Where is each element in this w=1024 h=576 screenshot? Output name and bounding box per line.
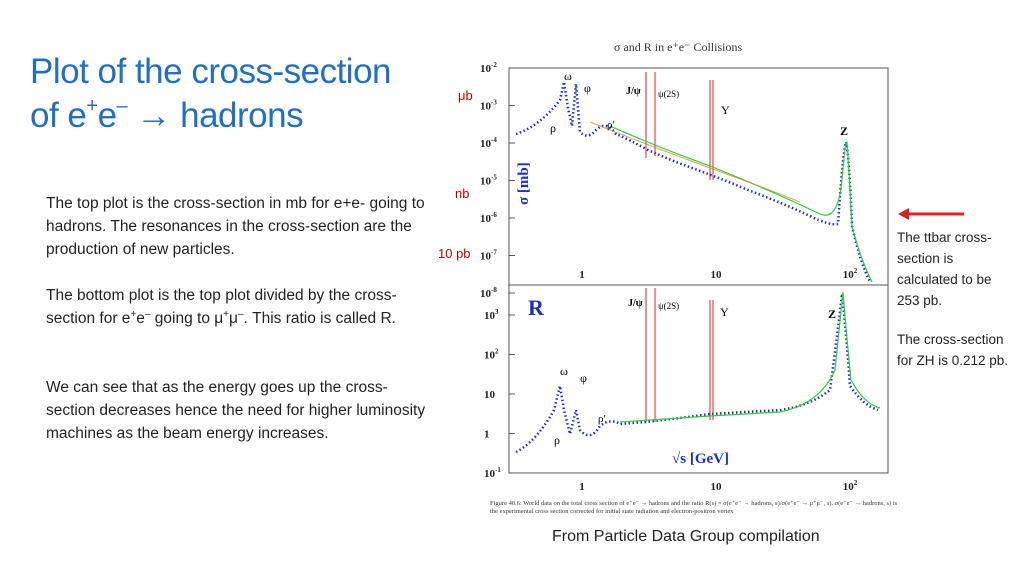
side-note-zh: The cross-section for ZH is 0.212 pb. (897, 332, 1009, 368)
label-omega: ω (564, 69, 572, 83)
figure-header: σ and R in e⁺e⁻ Collisions (614, 40, 742, 54)
label-upsilon: Υ (721, 103, 730, 117)
para-text: μ (229, 310, 238, 327)
annotation-nanobarn: nb (455, 186, 470, 201)
para-text: The bottom plot is the top plot divided … (46, 287, 397, 327)
label-rho: ρ (554, 433, 560, 447)
top-y-tick-label: 10-7 (480, 249, 497, 263)
bottom-x-tick-label: 1 (579, 481, 585, 493)
top-y-tick-label: 10-5 (480, 174, 497, 188)
top-y-tick-label: 10-8 (480, 286, 497, 300)
para-text: . This ratio is called R. (243, 310, 396, 327)
bottom-y-tick-label: 103 (484, 308, 499, 322)
bottom-x-tick-label: 10 (711, 481, 723, 493)
bottom-y-tick-label: 10 (484, 389, 496, 401)
left-arrow-icon (898, 208, 964, 220)
figure-footnote: Figure 40.6: World data on the total cro… (490, 500, 898, 515)
label-rho: ρ (550, 121, 556, 135)
bottom-y-tick-label: 1 (484, 429, 490, 441)
pdg-figure: σ and R in e⁺e⁻ Collisions 10-2 10-3 10-4 1… (480, 40, 898, 515)
bottom-y-tick-label: 10-1 (484, 466, 501, 480)
paragraph-energy: We can see that as the energy goes up th… (46, 379, 426, 442)
side-note-ttbar: The ttbar cross-section is calculated to… (897, 230, 992, 308)
xlabel: √s [GeV] (672, 451, 729, 467)
label-z: Z (840, 124, 848, 138)
figure-caption: From Particle Data Group compilation (552, 528, 820, 545)
para-text: going to μ (150, 310, 224, 327)
title-line-1: Plot of the cross-section (30, 52, 392, 91)
para-text: e (136, 310, 145, 327)
title-text: of e (30, 96, 87, 135)
bottom-y-tick-label: 102 (484, 348, 499, 362)
annotation-10pb: 10 pb (438, 246, 471, 261)
top-plot-frame (508, 67, 889, 294)
bottom-fit-curve (619, 291, 881, 423)
top-fit-curve-secondary (589, 121, 801, 203)
bottom-x-tick-label: 102 (843, 479, 858, 493)
title-text: → hadrons (127, 96, 304, 135)
top-y-tick-label: 10-6 (480, 211, 497, 225)
top-x-tick-label: 10 (711, 269, 723, 281)
top-y-tick-label: 10-4 (480, 136, 497, 150)
figure-footnote-wrap: Figure 40.6: World data on the total cro… (490, 500, 898, 515)
top-ylabel: σ [mb] (516, 162, 532, 205)
bottom-data-points (515, 293, 879, 454)
para-sup: + (130, 308, 137, 320)
top-y-tick-label: 10-2 (480, 61, 497, 75)
label-phi: φ (584, 81, 591, 95)
label-jpsi: J/ψ (628, 298, 643, 309)
label-phi: φ (580, 371, 587, 385)
top-fit-curve (609, 125, 873, 283)
paragraph-top-plot: The top plot is the cross-section in mb … (46, 195, 425, 258)
para-sup: – (237, 308, 244, 320)
label-omega: ω (560, 364, 568, 378)
top-y-tick-label: 10-3 (480, 99, 497, 113)
label-upsilon: Υ (720, 305, 729, 319)
title-line-2: of e+e– → hadrons (30, 94, 450, 138)
annotation-microbarn: μb (458, 88, 473, 103)
title-sup: – (116, 95, 128, 118)
label-rho-prime: ρ′ (607, 119, 615, 131)
title-sup: + (86, 95, 98, 118)
label-rho-prime: ρ′ (598, 413, 606, 425)
title-text: e (97, 96, 117, 135)
label-psi2s: ψ(2S) (658, 301, 679, 311)
para-sup: – (144, 308, 151, 320)
paragraph-bottom-plot: The bottom plot is the top plot divided … (46, 284, 431, 330)
label-psi2s: ψ(2S) (658, 89, 679, 99)
para-sup: + (223, 308, 230, 320)
slide-title: Plot of the cross-section of e+e– → hadr… (30, 50, 450, 138)
bottom-ylabel: R (528, 295, 545, 320)
top-x-tick-label: 1 (579, 269, 585, 281)
bottom-plot-frame (508, 284, 889, 474)
label-z: Z (828, 307, 836, 321)
label-jpsi: J/ψ (626, 86, 641, 97)
